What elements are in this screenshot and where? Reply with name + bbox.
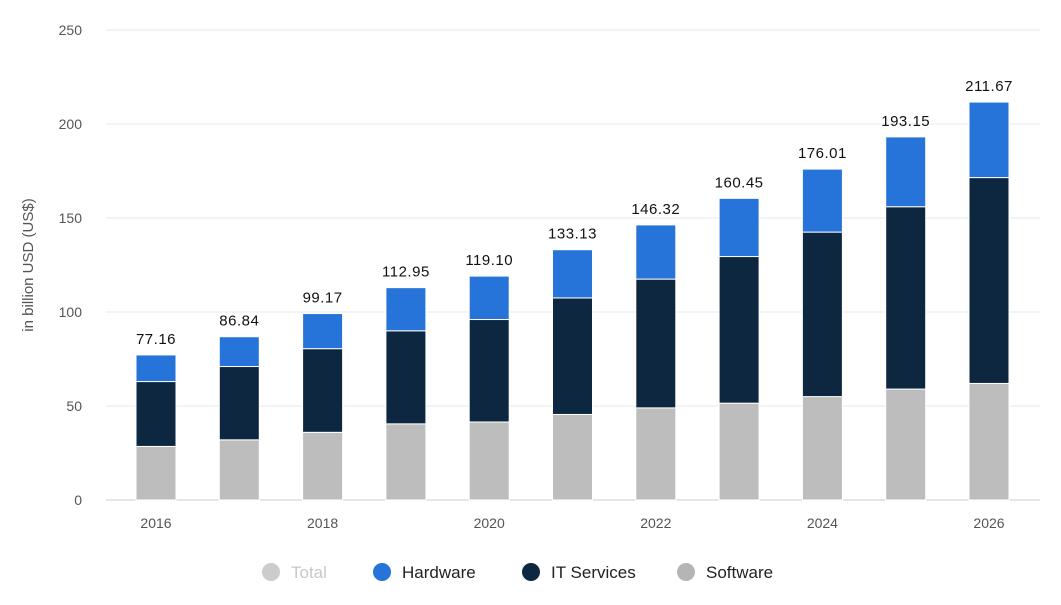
total-label: 119.10 <box>465 252 513 269</box>
legend-item-it-services[interactable]: IT Services <box>522 563 636 582</box>
bar-software <box>385 423 427 501</box>
bar-software <box>635 407 677 501</box>
bar-software <box>801 396 843 501</box>
legend-marker <box>262 563 280 581</box>
bar-it-services <box>552 297 593 415</box>
y-axis-title: in billion USD (US$) <box>20 198 37 331</box>
total-label: 86.84 <box>219 313 259 330</box>
bar-it-services <box>885 206 927 390</box>
total-label: 112.95 <box>382 264 430 281</box>
total-label: 176.01 <box>798 145 847 162</box>
x-tick-label: 2024 <box>807 515 838 531</box>
total-label: 193.15 <box>881 113 930 130</box>
total-label: 133.13 <box>548 226 597 243</box>
bar-software <box>968 382 1010 501</box>
total-label: 211.67 <box>965 78 1013 95</box>
bar-software <box>718 402 760 501</box>
total-label: 146.32 <box>631 201 680 218</box>
total-label: 160.45 <box>715 174 764 191</box>
bar-it-services <box>302 348 344 433</box>
legend-item-software[interactable]: Software <box>677 563 773 582</box>
legend-marker <box>522 563 540 581</box>
total-labels: 77.16 86.84 99.17 112.95 119.10 133.13 146.32 1… <box>136 78 1013 348</box>
bar-software <box>135 445 177 501</box>
bar-hardware <box>135 354 177 383</box>
bar-software <box>885 388 927 501</box>
bar-hardware <box>552 249 593 299</box>
x-tick-label: 2018 <box>307 515 338 531</box>
bar-it-services <box>468 319 510 423</box>
bar-hardware <box>218 336 260 368</box>
bar-hardware <box>302 313 344 350</box>
bar-hardware <box>468 275 510 321</box>
y-tick-label: 250 <box>59 22 83 38</box>
legend-label: Hardware <box>402 563 476 582</box>
x-tick-label: 2022 <box>640 515 671 531</box>
bar-it-services <box>718 256 760 404</box>
legend-item-total[interactable]: Total <box>262 563 327 582</box>
bar-hardware <box>885 136 927 208</box>
bar-hardware <box>635 224 677 280</box>
legend-label: Total <box>291 563 327 582</box>
y-tick-label: 150 <box>59 210 83 226</box>
bar-it-services <box>135 381 177 447</box>
legend-label: IT Services <box>551 563 636 582</box>
bar-it-services <box>385 330 427 425</box>
total-label: 77.16 <box>136 331 176 348</box>
bar-software <box>218 439 260 501</box>
bar-software <box>468 421 510 501</box>
y-axis-ticks: 0 50 100 150 200 250 <box>59 22 83 508</box>
x-tick-label: 2016 <box>140 515 171 531</box>
bars <box>135 101 1010 501</box>
y-tick-label: 200 <box>59 116 83 132</box>
bar-it-services <box>968 177 1010 384</box>
x-tick-label: 2020 <box>474 515 505 531</box>
bar-hardware <box>385 287 427 332</box>
bar-it-services <box>801 231 843 398</box>
bar-software <box>552 413 593 501</box>
legend-item-hardware[interactable]: Hardware <box>373 563 476 582</box>
legend-marker <box>677 563 695 581</box>
legend-label: Software <box>706 563 773 582</box>
y-tick-label: 50 <box>66 398 82 414</box>
bar-it-services <box>635 278 677 409</box>
bar-software <box>302 431 344 501</box>
bar-hardware <box>801 168 843 233</box>
bar-hardware <box>968 101 1010 179</box>
y-tick-label: 0 <box>74 492 82 508</box>
x-axis-ticks: 2016 2018 2020 2022 2024 2026 <box>140 515 1004 531</box>
legend-marker <box>373 563 391 581</box>
x-tick-label: 2026 <box>973 515 1004 531</box>
y-tick-label: 100 <box>59 304 83 320</box>
bar-hardware <box>718 197 760 258</box>
total-label: 99.17 <box>303 290 343 307</box>
legend: Total Hardware IT Services Software <box>262 563 773 582</box>
bar-it-services <box>218 366 260 441</box>
